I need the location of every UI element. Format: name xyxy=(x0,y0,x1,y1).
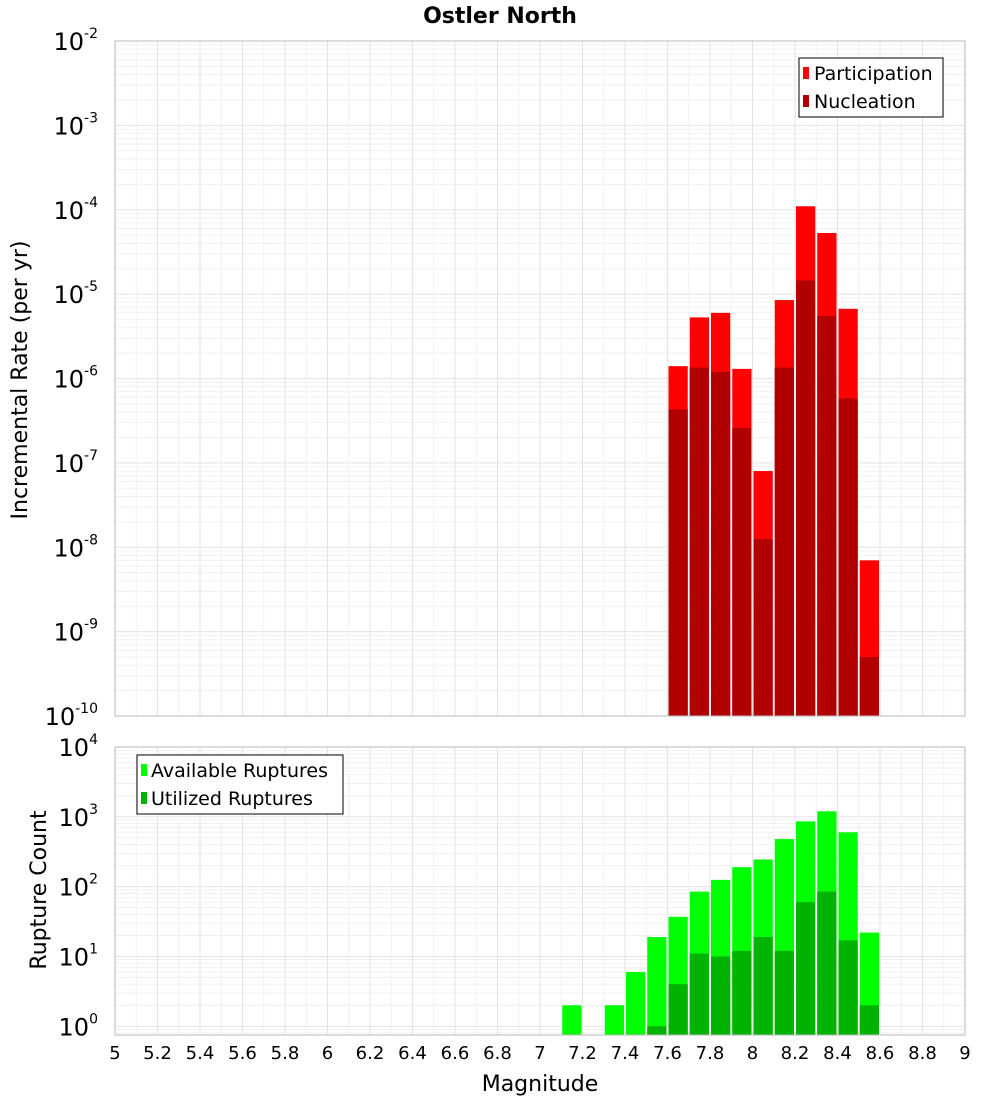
y-tick-label: 10-6 xyxy=(53,364,98,394)
bar-nucleation xyxy=(817,316,837,716)
x-tick-label: 5.6 xyxy=(228,1043,257,1064)
x-tick-label: 8 xyxy=(747,1043,758,1064)
x-tick-label: 5 xyxy=(109,1043,120,1064)
top-plot-panel: 10-2 10-3 10-4 10-5 10-6 10-7 10-8 10-9 10-10 xyxy=(45,26,966,731)
legend-label-utilized-ruptures: Utilized Ruptures xyxy=(151,788,313,810)
x-tick-label: 6.4 xyxy=(398,1043,427,1064)
bar-utilized-ruptures xyxy=(753,936,773,1035)
plot-frame xyxy=(114,746,966,1036)
x-tick-label: 6.2 xyxy=(356,1043,385,1064)
bar-nucleation xyxy=(732,427,752,716)
legend-swatch-utilized-ruptures xyxy=(141,792,147,804)
y-tick-label: 101 xyxy=(59,941,98,971)
x-tick-label: 5.4 xyxy=(186,1043,215,1064)
x-tick-label: 8.2 xyxy=(781,1043,810,1064)
bar-utilized-ruptures xyxy=(817,891,837,1035)
bar-utilized-ruptures xyxy=(689,953,709,1035)
legend-label-participation: Participation xyxy=(814,63,933,85)
legend-swatch-participation xyxy=(803,67,809,79)
bar-available-ruptures xyxy=(604,1005,624,1035)
bar-nucleation xyxy=(711,371,731,716)
y-tick-label: 10-4 xyxy=(53,195,98,225)
chart-title: Ostler North xyxy=(423,4,577,29)
x-tick-label: 8.6 xyxy=(866,1043,895,1064)
bar-utilized-ruptures xyxy=(796,902,816,1035)
bar-utilized-ruptures xyxy=(859,1005,879,1035)
bar-nucleation xyxy=(774,367,794,716)
bar-utilized-ruptures xyxy=(838,940,858,1035)
bar-available-ruptures xyxy=(626,971,646,1035)
bar-available-ruptures xyxy=(647,936,667,1035)
legend-swatch-available-ruptures xyxy=(141,764,147,776)
bar-utilized-ruptures xyxy=(774,950,794,1035)
x-tick-label: 7.2 xyxy=(568,1043,597,1064)
bar-utilized-ruptures xyxy=(732,950,752,1035)
y-tick-label: 100 xyxy=(59,1011,98,1041)
top-y-axis-title: Incremental Rate (per yr) xyxy=(8,241,33,520)
x-tick-label: 5.2 xyxy=(143,1043,172,1064)
y-tick-label: 10-9 xyxy=(53,617,98,647)
y-tick-label: 104 xyxy=(59,732,99,762)
x-tick-label: 9 xyxy=(959,1043,970,1064)
bar-nucleation xyxy=(859,657,879,716)
legend-label-nucleation: Nucleation xyxy=(814,91,916,113)
bottom-plot-panel: 104 103 102 101 100 5 5.2 5.4 5.6 5.8 6 6.2 6.4 6.6 6.… xyxy=(59,732,971,1064)
y-tick-label: 10-2 xyxy=(53,26,98,56)
x-tick-label: 8.4 xyxy=(823,1043,852,1064)
bar-nucleation xyxy=(668,409,688,716)
y-tick-label: 10-7 xyxy=(53,448,98,478)
x-tick-label: 8.8 xyxy=(908,1043,937,1064)
bar-nucleation xyxy=(796,280,816,716)
x-axis-title: Magnitude xyxy=(482,1072,599,1097)
top-legend: Participation Nucleation xyxy=(798,57,944,118)
y-tick-label: 10-5 xyxy=(53,279,98,309)
legend-label-available-ruptures: Available Ruptures xyxy=(151,760,328,782)
y-tick-label: 10-8 xyxy=(53,532,98,562)
bottom-legend: Available Ruptures Utilized Ruptures xyxy=(136,754,344,815)
y-tick-label: 10-3 xyxy=(53,110,98,140)
bar-nucleation xyxy=(689,367,709,716)
y-tick-label: 102 xyxy=(59,872,98,902)
x-tick-label: 7 xyxy=(534,1043,545,1064)
legend-swatch-nucleation xyxy=(803,95,809,107)
x-tick-label: 6 xyxy=(322,1043,333,1064)
x-tick-label: 6.8 xyxy=(483,1043,512,1064)
bar-nucleation xyxy=(838,398,858,716)
x-tick-label: 6.6 xyxy=(441,1043,470,1064)
x-tick-label: 7.6 xyxy=(653,1043,682,1064)
y-tick-label: 103 xyxy=(59,802,98,832)
x-tick-label: 7.4 xyxy=(611,1043,640,1064)
bar-available-ruptures xyxy=(562,1005,582,1035)
bar-utilized-ruptures xyxy=(647,1026,667,1035)
bottom-y-axis-title: Rupture Count xyxy=(27,810,52,970)
x-tick-label: 5.8 xyxy=(271,1043,300,1064)
y-tick-label: 10-10 xyxy=(45,701,98,731)
bar-utilized-ruptures xyxy=(668,984,688,1035)
x-tick-label: 7.8 xyxy=(696,1043,725,1064)
plot-frame xyxy=(114,40,966,717)
bar-utilized-ruptures xyxy=(711,956,731,1035)
bar-nucleation xyxy=(753,539,773,716)
